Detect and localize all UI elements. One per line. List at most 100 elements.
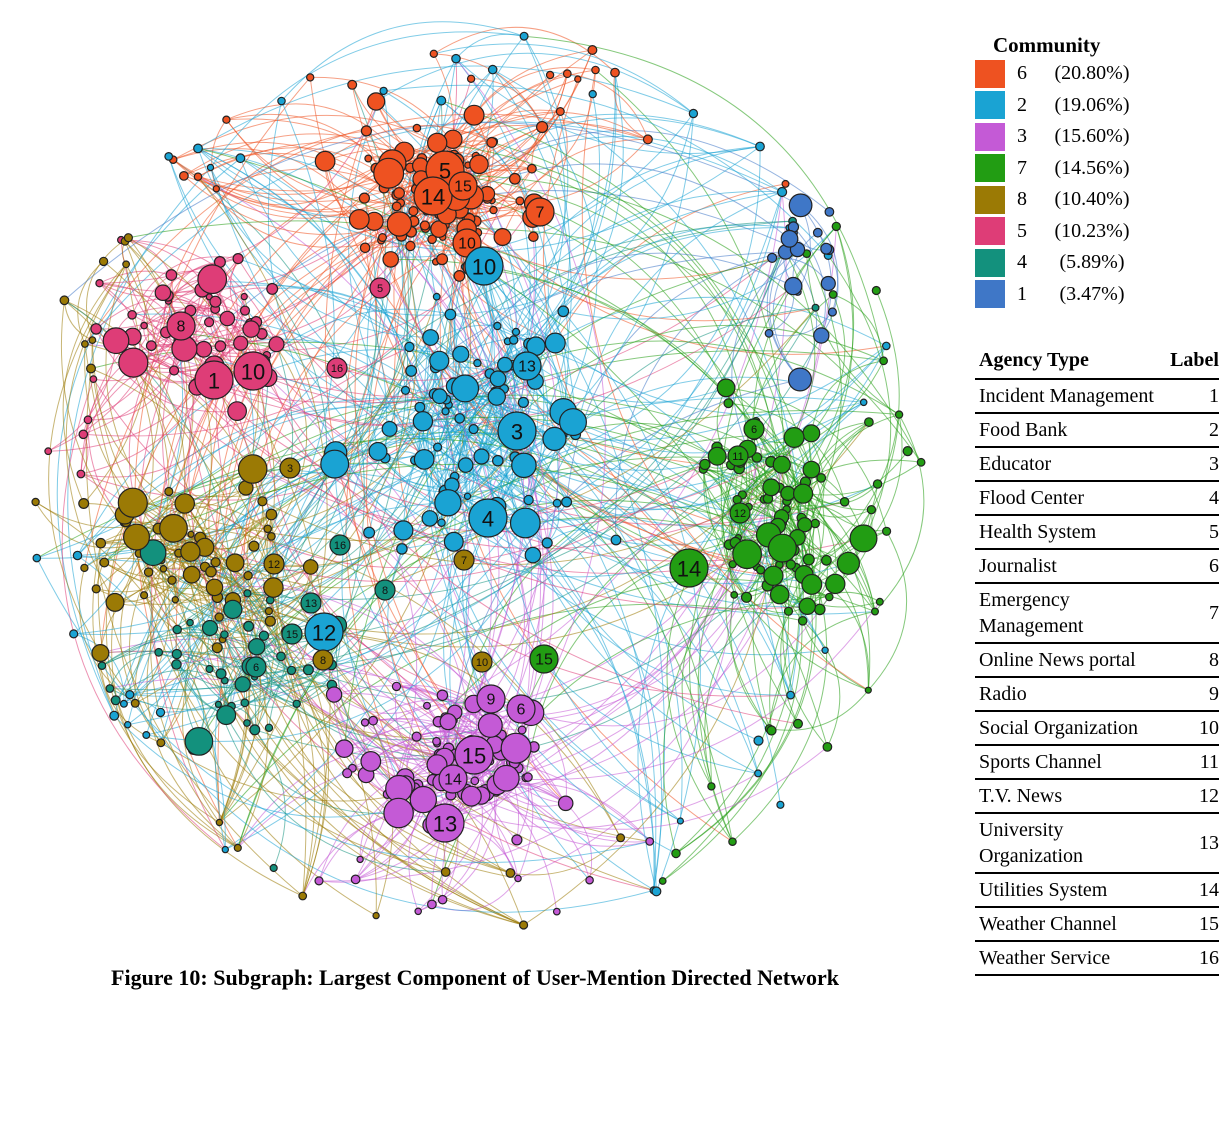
- network-node: [822, 742, 833, 752]
- network-node: [31, 497, 40, 507]
- labeled-node: 15: [454, 735, 494, 775]
- network-edge: [337, 620, 529, 778]
- network-node: [766, 252, 778, 263]
- labeled-node: 3: [279, 457, 301, 479]
- network-node: [436, 689, 449, 702]
- community-color-swatch: [975, 217, 1005, 246]
- network-node: [452, 345, 470, 363]
- community-legend-item: 2 (19.06%): [975, 90, 1225, 122]
- network-edge: [867, 531, 908, 691]
- agency-type-cell: Food Bank: [975, 413, 1167, 448]
- network-node: [298, 891, 308, 901]
- labeled-node: 13: [512, 351, 542, 381]
- network-node: [240, 698, 250, 708]
- network-edge: [109, 670, 292, 710]
- network-edge: [496, 190, 783, 327]
- network-node: [342, 768, 353, 779]
- network-node: [544, 332, 566, 354]
- network-node: [44, 447, 53, 456]
- network-node: [248, 540, 260, 552]
- network-node: [443, 531, 464, 552]
- community-legend-item: 5 (10.23%): [975, 216, 1225, 248]
- node-label: 14: [421, 185, 445, 210]
- network-edge: [224, 220, 794, 682]
- network-edge: [182, 507, 524, 926]
- node-label: 5: [439, 159, 451, 184]
- network-node: [243, 620, 255, 632]
- labeled-node-circle: [454, 735, 494, 775]
- agency-type-header: Agency Type: [975, 345, 1167, 380]
- network-node: [870, 607, 879, 616]
- network-edge: [455, 58, 761, 154]
- network-node: [302, 664, 314, 676]
- network-node: [916, 457, 926, 467]
- network-node: [552, 907, 561, 916]
- network-node: [787, 367, 812, 392]
- network-node: [505, 868, 516, 878]
- network-node: [140, 591, 149, 600]
- network-edge: [546, 529, 617, 544]
- network-node: [784, 276, 803, 296]
- agency-row: Incident Management 1: [975, 379, 1219, 414]
- network-node: [500, 732, 532, 764]
- community-color-swatch: [975, 185, 1005, 214]
- network-node: [463, 492, 472, 500]
- network-edge: [240, 157, 406, 391]
- network-node: [154, 284, 172, 301]
- network-edge: [134, 77, 311, 849]
- network-node: [205, 565, 217, 578]
- community-color-swatch: [975, 122, 1005, 151]
- network-node: [431, 388, 448, 405]
- network-edge: [523, 146, 761, 466]
- network-edge: [785, 251, 817, 380]
- network-node: [257, 496, 268, 507]
- network-node: [776, 800, 785, 809]
- labeled-node-circle: [369, 277, 391, 299]
- label-header: Label: [1166, 345, 1219, 380]
- network-node: [142, 730, 151, 739]
- network-edge: [239, 158, 478, 364]
- network-node: [123, 233, 133, 243]
- agency-label-cell: 7: [1166, 583, 1219, 644]
- network-node: [215, 818, 224, 827]
- network-node: [439, 713, 457, 731]
- network-node: [400, 385, 411, 395]
- network-node: [409, 785, 437, 814]
- network-edge: [804, 414, 900, 525]
- agency-label-cell: 12: [1166, 779, 1219, 814]
- network-edge: [127, 428, 474, 725]
- network-node: [90, 323, 102, 335]
- network-node: [754, 769, 763, 778]
- network-node: [89, 375, 98, 384]
- labeled-node-circle: [300, 592, 322, 614]
- network-node: [763, 565, 784, 587]
- network-node: [797, 615, 808, 626]
- network-edge: [254, 729, 286, 869]
- network-node: [306, 73, 315, 82]
- network-node: [541, 537, 553, 549]
- network-edge: [438, 396, 534, 556]
- network-edge: [229, 514, 272, 601]
- network-edge: [444, 379, 801, 758]
- network-node: [821, 554, 832, 566]
- labeled-node: 12: [304, 612, 344, 652]
- labeled-node: 15: [529, 644, 559, 674]
- network-node: [477, 712, 503, 738]
- community-legend-title: Community: [993, 33, 1101, 57]
- network-node: [373, 157, 405, 189]
- network-node: [105, 592, 125, 612]
- network-edge: [752, 421, 870, 729]
- community-id: 6: [1017, 62, 1027, 85]
- network-node: [492, 764, 520, 792]
- network-edge: [439, 172, 733, 843]
- network-node: [432, 292, 441, 301]
- network-node: [393, 187, 406, 199]
- network-edge: [90, 368, 274, 588]
- network-node: [820, 242, 833, 255]
- network-node: [419, 220, 430, 231]
- network-edge: [531, 111, 561, 169]
- labeled-node: 4: [468, 498, 508, 538]
- network-node: [286, 665, 297, 676]
- network-node: [233, 843, 242, 853]
- network-edge: [244, 548, 403, 704]
